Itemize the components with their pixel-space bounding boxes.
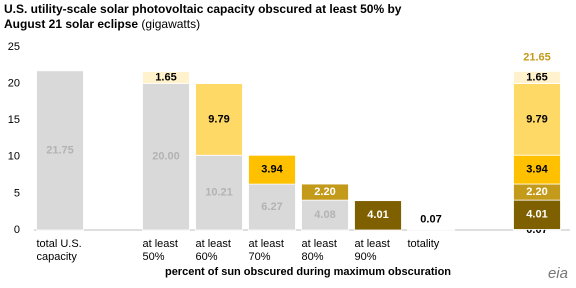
logo: eia [547, 265, 568, 282]
bar-segment [142, 71, 190, 85]
x-tick-label: at least 80% [301, 238, 337, 263]
data-label: 1.65 [155, 71, 176, 83]
data-label: 3.94 [526, 164, 548, 176]
y-tick-label: 5 [14, 187, 20, 199]
y-tick-label: 20 [8, 78, 20, 90]
x-tick-label: at least 50% [142, 238, 178, 263]
data-label: 6.27 [261, 201, 282, 213]
x-tick-label: at least 60% [195, 238, 231, 263]
data-label: 1.65 [526, 71, 547, 83]
bar-segment [513, 154, 561, 185]
bar-segment [195, 83, 243, 156]
data-label: 20.00 [152, 151, 180, 163]
bar-segment [513, 71, 561, 84]
data-label: 2.20 [314, 186, 335, 198]
data-label: 9.79 [526, 113, 547, 125]
bar-segment [513, 83, 561, 156]
data-label: 21.75 [46, 144, 74, 156]
x-tick-label: total U.S. capacity [36, 238, 82, 263]
y-tick-label: 0 [14, 224, 20, 236]
data-label: 4.01 [526, 209, 547, 221]
bar-segment [248, 154, 296, 185]
data-label: 9.79 [208, 113, 229, 125]
y-tick-label: 15 [8, 114, 20, 126]
bar-segment [36, 70, 84, 231]
total-label: 21.65 [523, 51, 551, 63]
bar-segment [301, 199, 349, 231]
data-label: 4.01 [367, 209, 388, 221]
data-label: 2.20 [526, 186, 547, 198]
bar-segment [142, 83, 190, 231]
bar-segment [407, 229, 455, 231]
x-tick-label: at least 70% [248, 238, 284, 263]
data-label: 0.07 [420, 213, 441, 225]
title-block: U.S. utility-scale solar photovoltaic ca… [4, 2, 434, 32]
y-tick-label: 10 [8, 151, 20, 163]
data-label: 10.21 [205, 187, 233, 199]
chart-title: U.S. utility-scale solar photovoltaic ca… [4, 2, 402, 31]
bar-segment [301, 183, 349, 201]
x-tick-label: totality [407, 238, 440, 250]
data-label: 3.94 [261, 164, 283, 176]
data-label: 4.08 [314, 209, 335, 221]
bar-segment [513, 199, 561, 230]
y-tick-label: 25 [8, 41, 20, 53]
x-tick-label: at least 90% [354, 238, 390, 263]
chart-subtitle: (gigawatts) [141, 17, 201, 31]
x-axis-title: percent of sun obscured during maximum o… [164, 266, 452, 278]
bar-segment [354, 200, 402, 231]
